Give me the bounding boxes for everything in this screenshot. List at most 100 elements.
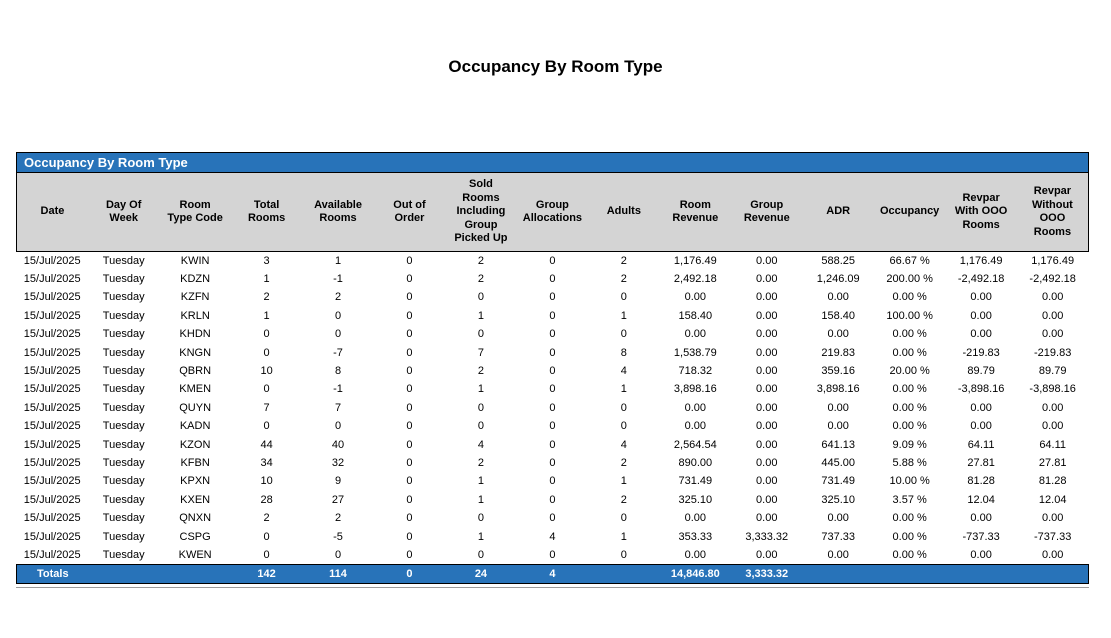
table-cell-group-revenue: 0.00 [756,328,778,341]
table-cell-revpar-with-ooo: 1,176.49 [959,254,1003,267]
totals-cell-day-of-week [87,563,160,584]
table-cell-group-allocations: 0 [549,365,556,378]
table-cell-group-revenue: 0.00 [756,512,778,525]
table-cell-group-revenue: 0.00 [756,548,778,561]
table-cell-adr: 0.00 [827,291,849,304]
table-cell-revpar-without-ooo: -3,898.16 [1029,383,1076,396]
table-cell-room-type-code: KDZN [180,273,211,286]
table-cell-out-of-order: 0 [406,346,413,359]
column-header-revpar-with-ooo: Revpar With OOO Rooms [945,173,1017,252]
table-cell-total-rooms: 2 [263,512,270,525]
table-row: 15/Jul/2025 Tuesday KHDN 0 0 0 0 0 0 0.00 0.00 0.00… [17,325,1089,343]
table-cell-total-rooms: 0 [263,346,270,359]
table-cell-total-rooms: 10 [260,365,273,378]
table-row: 15/Jul/2025 Tuesday KADN 0 0 0 0 0 0 0.00 0.00 0.00… [17,417,1089,435]
table-cell-group-allocations: 0 [549,273,556,286]
table-cell-room-type-code: CSPG [179,530,211,543]
table-cell-day-of-week: Tuesday [102,438,145,451]
table-cell-occupancy: 0.00 % [892,548,927,561]
table-cell-revpar-with-ooo: 0.00 [970,512,992,525]
table-cell-date: 15/Jul/2025 [23,493,81,506]
table-cell-group-revenue: 0.00 [756,273,778,286]
table-cell-room-type-code: KXEN [180,493,211,506]
table-cell-date: 15/Jul/2025 [23,309,81,322]
table-cell-revpar-with-ooo: 0.00 [970,401,992,414]
table-cell-group-allocations: 0 [549,346,556,359]
table-cell-group-revenue: 3,333.32 [745,530,789,543]
column-header-room-type-code: Room Type Code [159,173,231,252]
table-cell-day-of-week: Tuesday [102,309,145,322]
table-cell-out-of-order: 0 [406,475,413,488]
table-cell-adr: 445.00 [821,456,856,469]
table-cell-occupancy: 5.88 % [892,456,927,469]
table-cell-room-type-code: KZFN [180,291,210,304]
table-cell-available-rooms: 2 [334,291,342,304]
table-cell-adr: 0.00 [827,512,849,525]
table-cell-occupancy: 0.00 % [892,346,927,359]
table-cell-adr: 0.00 [827,401,849,414]
table-row: 15/Jul/2025 Tuesday KZON 44 40 0 4 0 4 2,564.54 0.… [17,435,1089,453]
table-cell-occupancy: 20.00 % [889,365,930,378]
table-cell-group-revenue: 0.00 [756,365,778,378]
table-cell-total-rooms: 2 [263,291,270,304]
table-cell-sold-rooms: 0 [477,548,484,561]
table-cell-date: 15/Jul/2025 [23,346,81,359]
table-cell-adr: 325.10 [821,493,856,506]
table-cell-revpar-with-ooo: -3,898.16 [957,383,1005,396]
table-cell-occupancy: 0.00 % [892,328,927,341]
table-cell-day-of-week: Tuesday [102,291,145,304]
table-cell-day-of-week: Tuesday [102,328,145,341]
table-cell-sold-rooms: 4 [477,438,484,451]
table-cell-total-rooms: 0 [263,420,270,433]
table-cell-sold-rooms: 2 [477,273,484,286]
table-cell-sold-rooms: 1 [477,475,484,488]
table-cell-revpar-without-ooo: 0.00 [1041,512,1064,525]
table-cell-day-of-week: Tuesday [102,254,145,267]
table-cell-date: 15/Jul/2025 [23,456,81,469]
table-cell-group-revenue: 0.00 [756,309,778,322]
totals-cell-available-rooms: 114 [302,563,374,584]
table-cell-adults: 1 [620,530,627,543]
table-row: 15/Jul/2025 Tuesday QBRN 10 8 0 2 0 4 718.32 0.00 3… [17,362,1089,380]
column-header-adr: ADR [802,173,874,252]
table-footer: Totals 142 114 0 24 4 14,846.80 3,333.32 [15,563,1089,584]
column-header-adults: Adults [588,173,660,252]
table-cell-revpar-without-ooo: 27.81 [1038,456,1067,469]
table-cell-room-revenue: 158.40 [678,309,713,322]
table-cell-day-of-week: Tuesday [102,365,145,378]
table-cell-adr: 641.13 [821,438,856,451]
table-cell-sold-rooms: 1 [477,530,484,543]
table-cell-out-of-order: 0 [406,512,413,525]
column-header-group-revenue: Group Revenue [731,173,803,252]
table-cell-day-of-week: Tuesday [102,346,145,359]
table-cell-available-rooms: 8 [334,365,342,378]
totals-cell-room-type-code [159,563,231,584]
page-title: Occupancy By Room Type [448,57,663,76]
totals-cell-group-allocations: 4 [516,563,589,584]
table-cell-room-type-code: KHDN [179,328,211,341]
table-row: 15/Jul/2025 Tuesday CSPG 0 -5 0 1 4 1 353.33 3,333… [17,527,1089,545]
table-cell-group-revenue: 0.00 [756,475,778,488]
table-cell-group-allocations: 0 [549,401,556,414]
table-cell-day-of-week: Tuesday [102,493,145,506]
table-cell-date: 15/Jul/2025 [23,548,81,561]
table-title: Occupancy By Room Type [24,155,188,170]
table-cell-group-allocations: 0 [549,291,556,304]
table-cell-group-allocations: 0 [549,383,556,396]
table-cell-total-rooms: 7 [263,401,270,414]
table-cell-adults: 0 [620,291,627,304]
table-row: 15/Jul/2025 Tuesday KPXN 10 9 0 1 0 1 731.49 0.00 7… [17,472,1089,490]
table-cell-revpar-with-ooo: -219.83 [962,346,1000,359]
table-cell-total-rooms: 0 [263,548,270,561]
table-cell-group-allocations: 0 [549,328,556,341]
column-header-available-rooms: Available Rooms [302,173,374,252]
table-cell-group-allocations: 0 [549,456,556,469]
table-cell-group-revenue: 0.00 [756,291,778,304]
table-row: 15/Jul/2025 Tuesday KWEN 0 0 0 0 0 0 0.00 0.00 0.00… [17,546,1089,564]
table-cell-adults: 2 [620,493,627,506]
table-cell-available-rooms: 0 [334,309,342,322]
table-cell-room-type-code: KMEN [179,383,212,396]
table-cell-adults: 2 [620,456,627,469]
table-cell-room-type-code: QNXN [179,512,212,525]
table-cell-revpar-without-ooo: 0.00 [1041,309,1064,322]
